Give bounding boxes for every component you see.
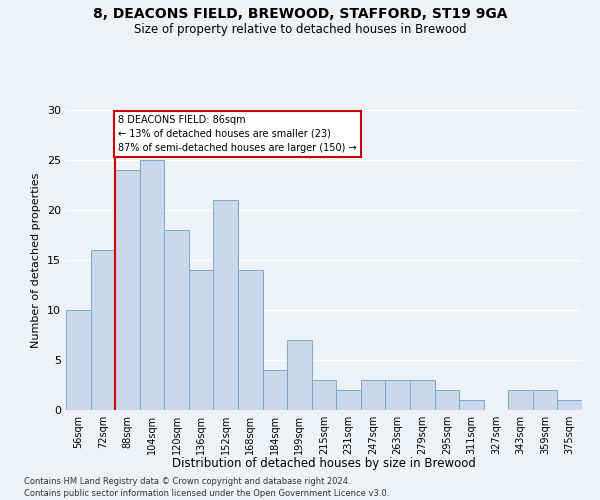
Bar: [385, 380, 410, 410]
Bar: [214, 200, 238, 410]
Bar: [164, 230, 189, 410]
Bar: [91, 250, 115, 410]
Bar: [557, 400, 582, 410]
Bar: [115, 170, 140, 410]
Text: 8 DEACONS FIELD: 86sqm
← 13% of detached houses are smaller (23)
87% of semi-det: 8 DEACONS FIELD: 86sqm ← 13% of detached…: [118, 115, 357, 153]
Text: Size of property relative to detached houses in Brewood: Size of property relative to detached ho…: [134, 22, 466, 36]
Bar: [263, 370, 287, 410]
Bar: [238, 270, 263, 410]
Text: Contains public sector information licensed under the Open Government Licence v3: Contains public sector information licen…: [24, 489, 389, 498]
Text: Contains HM Land Registry data © Crown copyright and database right 2024.: Contains HM Land Registry data © Crown c…: [24, 478, 350, 486]
Y-axis label: Number of detached properties: Number of detached properties: [31, 172, 41, 348]
Bar: [312, 380, 336, 410]
Text: 8, DEACONS FIELD, BREWOOD, STAFFORD, ST19 9GA: 8, DEACONS FIELD, BREWOOD, STAFFORD, ST1…: [93, 8, 507, 22]
Bar: [459, 400, 484, 410]
Bar: [361, 380, 385, 410]
Bar: [410, 380, 434, 410]
Bar: [336, 390, 361, 410]
Text: Distribution of detached houses by size in Brewood: Distribution of detached houses by size …: [172, 458, 476, 470]
Bar: [140, 160, 164, 410]
Bar: [66, 310, 91, 410]
Bar: [533, 390, 557, 410]
Bar: [189, 270, 214, 410]
Bar: [434, 390, 459, 410]
Bar: [287, 340, 312, 410]
Bar: [508, 390, 533, 410]
